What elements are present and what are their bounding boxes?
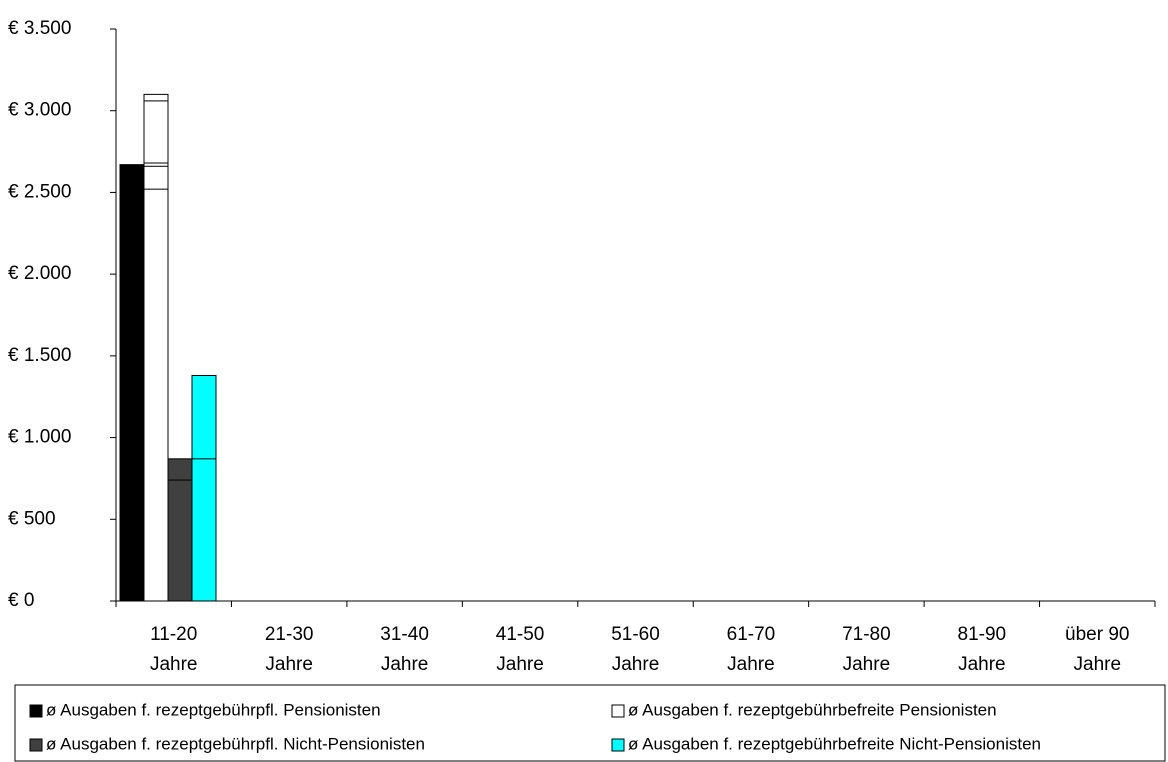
legend-marker [29,738,43,752]
x-tick-label: 41-50 Jahre [496,624,545,675]
x-tick-label: über 90 Jahre [1065,624,1129,675]
y-tick-label: € 2.500 [8,181,71,202]
legend-marker [611,738,625,752]
x-tick-label: 21-30 Jahre [265,624,314,675]
legend-box [14,684,1166,762]
x-tick-label: 61-70 Jahre [727,624,776,675]
legend-marker [29,704,43,718]
legend-label: ø Ausgaben f. rezeptgebührpfl. Pensionis… [46,700,381,719]
legend-marker [611,704,625,718]
y-tick-label: € 3.500 [8,18,71,39]
x-tick-label: 71-80 Jahre [842,624,891,675]
x-tick-label: 11-20 Jahre [150,624,198,675]
y-tick-label: € 3.000 [8,100,71,121]
legend-label: ø Ausgaben f. rezeptgebührbefreite Pensi… [628,700,997,719]
y-tick-label: € 2.000 [8,263,71,284]
bar [143,188,169,602]
legend-label: ø Ausgaben f. rezeptgebührpfl. Nicht-Pen… [46,734,425,753]
bar [119,203,145,602]
x-tick-label: 31-40 Jahre [380,624,429,675]
legend-label: ø Ausgaben f. rezeptgebührbefreite Nicht… [628,734,1041,753]
x-tick-label: 81-90 Jahre [958,624,1007,675]
y-tick-label: € 500 [8,508,56,529]
bar [167,479,193,602]
y-tick-label: € 1.500 [8,345,71,366]
bar [191,458,217,602]
y-tick-label: € 0 [8,590,34,611]
x-tick-label: 51-60 Jahre [611,624,660,675]
y-tick-label: € 1.000 [8,427,71,448]
